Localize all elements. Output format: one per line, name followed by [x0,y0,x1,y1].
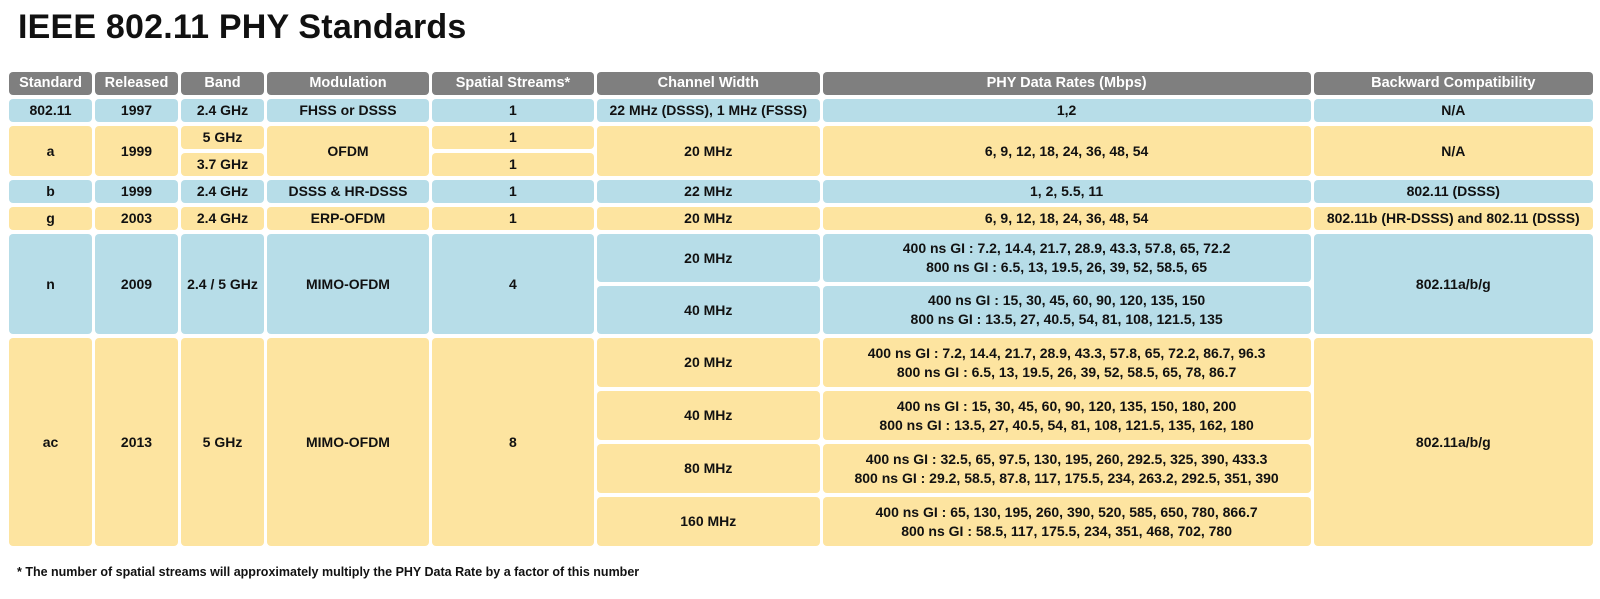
rate-800ns-gi: 800 ns GI : 13.5, 27, 40.5, 54, 81, 108,… [910,311,1223,327]
header-modulation: Modulation [267,72,429,95]
footnote: * The number of spatial streams will app… [17,565,640,579]
table-row: g 2003 2.4 GHz ERP-OFDM 1 20 MHz 6, 9, 1… [9,207,1593,230]
table-row: n 2009 2.4 / 5 GHz MIMO-OFDM 4 20 MHz 40… [9,234,1593,334]
cell-band: 5 GHz [181,338,264,546]
cell-data-rates: 6, 9, 12, 18, 24, 36, 48, 54 [822,126,1311,176]
cell-backward-compatibility: 802.11a/b/g [1313,338,1593,546]
table-row: 802.11 1997 2.4 GHz FHSS or DSSS 1 22 MH… [9,99,1593,122]
cell-channel-width: 22 MHz (DSSS), 1 MHz (FSSS) [596,99,820,122]
cell-channel-width: 22 MHz [596,180,820,203]
cell-band: 2.4 / 5 GHz [181,234,264,334]
header-released: Released [95,72,178,95]
cell-channel-width: 160 MHz [596,497,820,546]
cell-spatial-streams: 1 [431,126,594,149]
rate-400ns-gi: 400 ns GI : 15, 30, 45, 60, 90, 120, 135… [896,397,1237,414]
cell-data-rates: 400 ns GI : 65, 130, 195, 260, 390, 520,… [822,497,1311,546]
cell-released: 2003 [95,207,178,230]
cell-data-rates: 1,2 [822,99,1311,122]
table-row: 3.7 GHz 1 [9,153,1593,176]
rate-800ns-gi: 800 ns GI : 29.2, 58.5, 87.8, 117, 175.5… [854,469,1279,486]
cell-data-rates: 400 ns GI : 15, 30, 45, 60, 90, 120, 135… [822,286,1311,334]
rate-400ns-gi: 400 ns GI : 65, 130, 195, 260, 390, 520,… [875,503,1258,520]
rate-400ns-gi: 400 ns GI : 7.2, 14.4, 21.7, 28.9, 43.3,… [902,240,1231,256]
cell-data-rates: 1, 2, 5.5, 11 [822,180,1311,203]
cell-band: 2.4 GHz [181,207,264,230]
rate-400ns-gi: 400 ns GI : 7.2, 14.4, 21.7, 28.9, 43.3,… [867,344,1266,361]
cell-standard: n [9,234,92,334]
cell-spatial-streams: 1 [431,99,594,122]
header-band: Band [181,72,264,95]
table-row: 40 MHz 400 ns GI : 15, 30, 45, 60, 90, 1… [9,391,1593,440]
cell-data-rates: 6, 9, 12, 18, 24, 36, 48, 54 [822,207,1311,230]
cell-channel-width: 40 MHz [596,286,820,334]
cell-modulation: MIMO-OFDM [267,338,429,546]
cell-band: 5 GHz [181,126,264,149]
header-backward-compatibility: Backward Compatibility [1313,72,1593,95]
cell-band: 3.7 GHz [181,153,264,176]
cell-released: 1997 [95,99,178,122]
cell-standard: 802.11 [9,99,92,122]
header-phy-data-rates: PHY Data Rates (Mbps) [822,72,1311,95]
cell-band: 2.4 GHz [181,99,264,122]
cell-channel-width: 20 MHz [596,234,820,282]
cell-backward-compatibility: 802.11 (DSSS) [1313,180,1593,203]
table-row: 80 MHz 400 ns GI : 32.5, 65, 97.5, 130, … [9,444,1593,493]
cell-backward-compatibility: N/A [1313,99,1593,122]
cell-channel-width: 20 MHz [596,338,820,387]
cell-data-rates: 400 ns GI : 7.2, 14.4, 21.7, 28.9, 43.3,… [822,234,1311,282]
rate-800ns-gi: 800 ns GI : 6.5, 13, 19.5, 26, 39, 52, 5… [896,363,1237,380]
cell-modulation: ERP-OFDM [267,207,429,230]
header-standard: Standard [9,72,92,95]
cell-standard: g [9,207,92,230]
cell-band: 2.4 GHz [181,180,264,203]
rate-800ns-gi: 800 ns GI : 13.5, 27, 40.5, 54, 81, 108,… [879,416,1254,433]
cell-data-rates: 400 ns GI : 32.5, 65, 97.5, 130, 195, 26… [822,444,1311,493]
cell-channel-width: 40 MHz [596,391,820,440]
header-spatial-streams: Spatial Streams* [431,72,594,95]
cell-spatial-streams: 8 [431,338,594,546]
cell-modulation: MIMO-OFDM [267,234,429,334]
cell-released: 1999 [95,180,178,203]
cell-spatial-streams: 1 [431,153,594,176]
table-row: a 1999 5 GHz OFDM 1 20 MHz 6, 9, 12, 18,… [9,126,1593,176]
rate-800ns-gi: 800 ns GI : 6.5, 13, 19.5, 26, 39, 52, 5… [926,259,1208,275]
cell-data-rates: 400 ns GI : 15, 30, 45, 60, 90, 120, 135… [822,391,1311,440]
table-row: 160 MHz 400 ns GI : 65, 130, 195, 260, 3… [9,497,1593,546]
rate-400ns-gi: 400 ns GI : 32.5, 65, 97.5, 130, 195, 26… [865,450,1268,467]
cell-backward-compatibility: 802.11a/b/g [1313,234,1593,334]
cell-modulation: DSSS & HR-DSSS [267,180,429,203]
page-title: IEEE 802.11 PHY Standards [18,8,467,46]
rate-800ns-gi: 800 ns GI : 58.5, 117, 175.5, 234, 351, … [901,522,1232,539]
cell-channel-width: 20 MHz [596,207,820,230]
cell-modulation: OFDM [267,126,429,176]
rate-400ns-gi: 400 ns GI : 15, 30, 45, 60, 90, 120, 135… [928,292,1206,308]
cell-backward-compatibility: N/A [1313,126,1593,176]
cell-channel-width: 80 MHz [596,444,820,493]
cell-channel-width: 20 MHz [596,126,820,176]
cell-standard: ac [9,338,92,546]
table-row: 40 MHz 400 ns GI : 15, 30, 45, 60, 90, 1… [9,286,1593,334]
cell-standard: b [9,180,92,203]
cell-released: 2009 [95,234,178,334]
cell-modulation: FHSS or DSSS [267,99,429,122]
table-row: b 1999 2.4 GHz DSSS & HR-DSSS 1 22 MHz 1… [9,180,1593,203]
table-header-row: Standard Released Band Modulation Spatia… [9,72,1593,95]
header-channel-width: Channel Width [596,72,820,95]
cell-released: 1999 [95,126,178,176]
cell-standard: a [9,126,92,176]
cell-spatial-streams: 1 [431,207,594,230]
cell-released: 2013 [95,338,178,546]
cell-data-rates: 400 ns GI : 7.2, 14.4, 21.7, 28.9, 43.3,… [822,338,1311,387]
phy-standards-table: Standard Released Band Modulation Spatia… [6,68,1596,550]
cell-backward-compatibility: 802.11b (HR-DSSS) and 802.11 (DSSS) [1313,207,1593,230]
table-row: ac 2013 5 GHz MIMO-OFDM 8 20 MHz 400 ns … [9,338,1593,546]
cell-spatial-streams: 4 [431,234,594,334]
cell-spatial-streams: 1 [431,180,594,203]
